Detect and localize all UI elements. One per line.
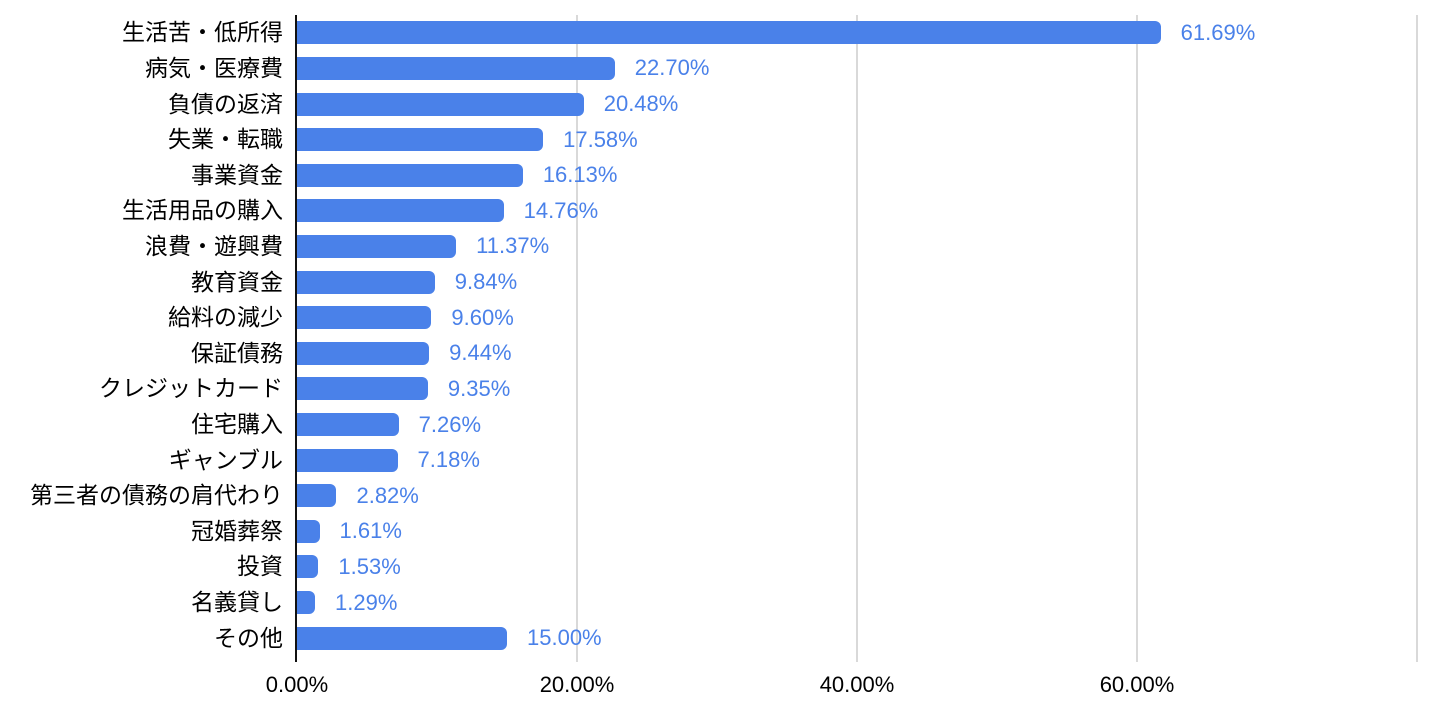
value-label: 9.60% [451, 304, 514, 330]
bar-row: 冠婚葬祭 1.61% [191, 514, 1417, 550]
value-label: 15.00% [527, 625, 602, 651]
bar-rows: 生活苦・低所得 61.69% 病気・医療費 22.70% 負債の返済 20.48% 失業・転… [30, 15, 1417, 656]
gridline [1416, 15, 1418, 662]
bar-row: 失業・転職 17.58% [168, 122, 1417, 158]
category-label: 投資 [237, 553, 283, 580]
value-label: 7.18% [417, 447, 480, 473]
value-label: 9.35% [447, 375, 511, 401]
gridline [1136, 15, 1138, 662]
category-label: 負債の返済 [168, 90, 283, 117]
bar-row: 病気・医療費 22.70% [145, 51, 1417, 87]
value-label: 61.69% [1180, 19, 1256, 45]
bar [297, 234, 457, 258]
bar [297, 555, 319, 579]
plot-area: 生活苦・低所得 61.69% 病気・医療費 22.70% 負債の返済 20.48% 失業・転… [30, 15, 1418, 697]
gridline [856, 15, 858, 662]
category-label: 失業・転職 [168, 126, 283, 153]
bar [297, 341, 430, 365]
category-label: 浪費・遊興費 [145, 232, 283, 259]
category-label: 教育資金 [191, 268, 283, 295]
value-label: 9.44% [449, 340, 512, 366]
bar [297, 484, 337, 508]
category-label: 給料の減少 [168, 304, 283, 331]
value-label: 1.53% [338, 553, 401, 579]
value-label: 11.37% [476, 233, 550, 259]
x-tick-label: 20.00% [539, 672, 615, 697]
x-tick-label: 40.00% [819, 672, 895, 697]
bar [297, 591, 316, 615]
bar-row: 浪費・遊興費 11.37% [145, 229, 1417, 265]
category-label: その他 [214, 624, 283, 651]
bar [297, 448, 398, 472]
bar-row: 生活用品の購入 14.76% [122, 193, 1417, 229]
x-tick-label: 0.00% [265, 672, 329, 697]
value-label: 20.48% [603, 91, 679, 117]
bar [297, 56, 615, 80]
bar-row: クレジットカード 9.35% [99, 371, 1417, 407]
value-label: 9.84% [454, 269, 518, 295]
bar [297, 128, 544, 152]
gridline [576, 15, 578, 662]
value-label: 16.13% [542, 162, 618, 188]
bar [297, 413, 399, 436]
bar-row: 負債の返済 20.48% [168, 86, 1417, 122]
bar-row: 事業資金 16.13% [191, 157, 1417, 193]
bar-row: ギャンブル 7.18% [169, 442, 1417, 478]
bar [297, 377, 428, 401]
bar [297, 21, 1161, 45]
bar-row: 住宅購入 7.26% [191, 407, 1417, 443]
category-label: 生活用品の購入 [122, 197, 283, 224]
bar-row: 給料の減少 9.60% [168, 300, 1417, 336]
value-label: 7.26% [418, 411, 482, 437]
value-label: 17.58% [563, 126, 638, 152]
value-label: 1.29% [335, 589, 398, 615]
value-label: 2.82% [356, 482, 419, 508]
category-label: 第三者の債務の肩代わり [30, 482, 283, 509]
value-label: 1.61% [339, 518, 402, 544]
bar [297, 306, 432, 330]
bar-row: 生活苦・低所得 61.69% [122, 15, 1417, 51]
bar-row: 投資 1.53% [237, 549, 1417, 585]
category-label: 冠婚葬祭 [191, 517, 283, 544]
x-tick-label: 60.00% [1099, 672, 1175, 697]
bar [297, 92, 584, 116]
category-label: 事業資金 [191, 161, 283, 188]
bar [297, 199, 504, 223]
category-label: クレジットカード [99, 375, 283, 402]
bar-row: その他 15.00% [214, 620, 1417, 656]
bar-row: 教育資金 9.84% [191, 264, 1417, 300]
bar [297, 519, 320, 543]
y-axis-line [295, 15, 297, 662]
bar-row: 保証債務 9.44% [191, 335, 1417, 371]
value-label: 14.76% [523, 197, 599, 223]
category-label: 保証債務 [191, 339, 283, 366]
value-label: 22.70% [634, 55, 710, 81]
bar [297, 163, 523, 187]
category-label: ギャンブル [168, 446, 283, 473]
category-label: 名義貸し [191, 589, 283, 616]
bar-row: 名義貸し 1.29% [191, 585, 1417, 621]
bar [297, 270, 435, 294]
bar-row: 第三者の債務の肩代わり 2.82% [30, 478, 1417, 514]
category-label: 病気・医療費 [145, 54, 283, 81]
category-label: 住宅購入 [191, 411, 283, 437]
bar [297, 626, 507, 650]
category-label: 生活苦・低所得 [122, 19, 283, 46]
